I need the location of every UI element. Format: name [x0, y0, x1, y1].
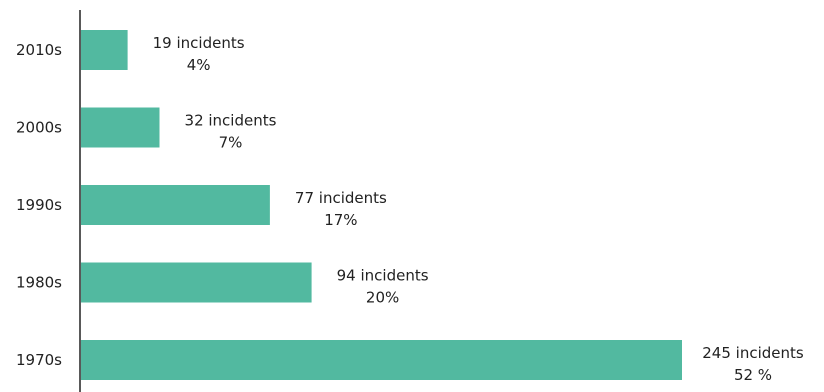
bar — [81, 185, 270, 225]
category-labels: 2010s 2000s 1990s 1980s 1970s — [16, 41, 62, 369]
data-label-percent: 4% — [187, 56, 211, 74]
data-label-count: 77 incidents — [295, 189, 387, 207]
data-label-count: 245 incidents — [702, 344, 804, 362]
category-label: 2010s — [16, 41, 62, 59]
bar — [81, 30, 128, 70]
data-label-count: 19 incidents — [153, 34, 245, 52]
data-label-count: 94 incidents — [337, 267, 429, 285]
bar — [81, 262, 312, 303]
category-label: 1980s — [16, 274, 62, 292]
data-label-percent: 17% — [324, 211, 357, 229]
data-label-percent: 52 % — [734, 366, 772, 384]
bar — [81, 340, 682, 380]
data-label-count: 32 incidents — [185, 112, 277, 130]
data-label-percent: 7% — [219, 134, 243, 152]
category-label: 1990s — [16, 196, 62, 214]
bars — [81, 30, 682, 380]
category-label: 2000s — [16, 119, 62, 137]
category-label: 1970s — [16, 351, 62, 369]
bar — [81, 107, 160, 148]
data-labels: 19 incidents 4% 32 incidents 7% 77 incidents… — [153, 34, 804, 384]
data-label-percent: 20% — [366, 289, 399, 307]
